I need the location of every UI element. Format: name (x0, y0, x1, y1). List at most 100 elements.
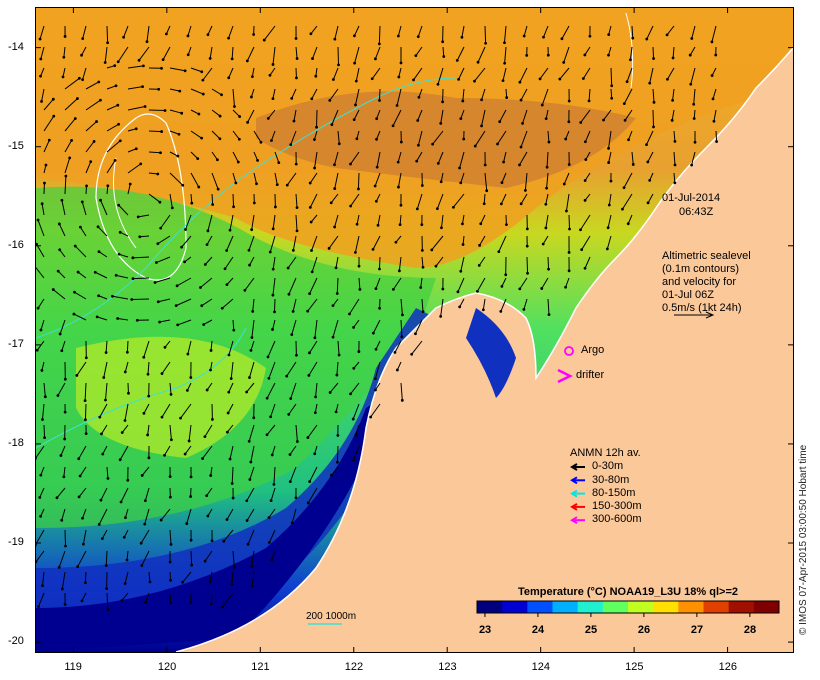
velocity-vector (78, 445, 87, 459)
velocity-vector (63, 46, 66, 58)
velocity-vector (606, 235, 612, 249)
colorbar-label: 23 (478, 624, 492, 636)
x-tick-label: 124 (531, 661, 551, 673)
velocity-vector (231, 571, 234, 585)
velocity-vector (311, 88, 318, 99)
velocity-vector (585, 151, 591, 160)
velocity-vector (458, 67, 465, 80)
velocity-vector-head (416, 35, 420, 39)
velocity-vector-head (85, 184, 88, 188)
velocity-vector-head (335, 373, 339, 377)
velocity-vector-head (80, 53, 83, 57)
velocity-vector-head (371, 247, 375, 251)
velocity-vector-head (607, 161, 611, 164)
velocity-vector (523, 298, 528, 310)
velocity-vector-head (243, 288, 247, 292)
velocity-vector (396, 88, 402, 106)
velocity-vector (74, 291, 87, 300)
velocity-vector-head (55, 496, 59, 500)
velocity-vector-head (374, 57, 377, 61)
velocity-vector (715, 130, 718, 142)
velocity-vector-head (61, 75, 65, 79)
velocity-vector-head (357, 350, 361, 353)
velocity-vector (462, 88, 465, 102)
velocity-vector (563, 46, 570, 63)
velocity-vector (127, 128, 137, 132)
velocity-vector (372, 235, 381, 250)
velocity-vector (541, 277, 549, 289)
velocity-vector (274, 151, 280, 163)
velocity-vector (271, 445, 276, 456)
legend-arrow-head (570, 489, 578, 498)
velocity-vector (286, 172, 297, 186)
velocity-vector-head (104, 398, 107, 402)
velocity-vector (169, 592, 172, 604)
velocity-vector (61, 571, 66, 590)
velocity-vector-head (136, 215, 140, 219)
velocity-vector-head (44, 163, 48, 167)
velocity-vector-head (251, 309, 255, 313)
velocity-vector (209, 46, 213, 59)
velocity-vector-head (395, 368, 399, 372)
velocity-vector (377, 214, 381, 226)
velocity-vector (329, 382, 339, 393)
velocity-vector-head (391, 287, 395, 291)
velocity-vector-head (477, 263, 481, 267)
velocity-vector (169, 424, 172, 440)
velocity-vector-head (499, 202, 503, 206)
velocity-vector-head (646, 201, 650, 205)
velocity-vector-head (607, 33, 611, 37)
velocity-vector (211, 172, 219, 190)
velocity-vector-head (255, 182, 258, 186)
velocity-vector-head (122, 35, 126, 39)
velocity-vector-head (179, 416, 182, 420)
velocity-vector (43, 115, 55, 132)
velocity-vector (418, 88, 423, 98)
velocity-vector (411, 340, 423, 355)
velocity-vector-head (246, 120, 249, 124)
velocity-vector-head (357, 264, 361, 268)
velocity-vector-head (130, 298, 134, 301)
velocity-vector-head (39, 473, 43, 477)
velocity-vector-head (358, 288, 362, 291)
velocity-vector (352, 403, 360, 420)
velocity-vector (77, 271, 87, 279)
velocity-vector (119, 231, 129, 237)
colorbar-label: 26 (637, 624, 651, 636)
velocity-vector-head (354, 79, 358, 83)
velocity-vector (456, 46, 465, 61)
velocity-vector (52, 289, 66, 300)
velocity-vector-head (478, 243, 481, 247)
velocity-vector (102, 445, 108, 455)
velocity-vector (190, 67, 202, 73)
velocity-vector-head (62, 55, 66, 59)
velocity-vector (202, 445, 213, 459)
velocity-vector (334, 25, 339, 40)
velocity-vector-head (394, 240, 398, 244)
velocity-vector-head (233, 105, 236, 108)
velocity-vector-head (583, 53, 587, 57)
colorbar-label: 28 (743, 624, 757, 636)
velocity-vector-head (77, 495, 81, 499)
velocity-vector-head (168, 475, 172, 478)
velocity-vector-head (540, 287, 544, 290)
velocity-vector-head (234, 181, 238, 185)
velocity-vector-head (562, 61, 566, 64)
velocity-vector (334, 172, 339, 189)
velocity-vector-head (441, 287, 445, 291)
velocity-vector (104, 46, 108, 63)
velocity-vector-head (671, 98, 674, 102)
velocity-vector (588, 88, 591, 101)
velocity-vector (98, 295, 108, 300)
velocity-vector (143, 340, 150, 358)
velocity-vector-head (205, 388, 209, 392)
velocity-vector-head (378, 267, 381, 271)
velocity-vector-head (355, 137, 359, 141)
velocity-vector-head (459, 269, 463, 273)
velocity-vector (268, 529, 276, 543)
velocity-vector-head (197, 185, 201, 189)
velocity-vector-head (400, 335, 404, 339)
velocity-vector (689, 46, 696, 56)
velocity-vector (211, 151, 218, 161)
velocity-vector-head (710, 74, 714, 77)
